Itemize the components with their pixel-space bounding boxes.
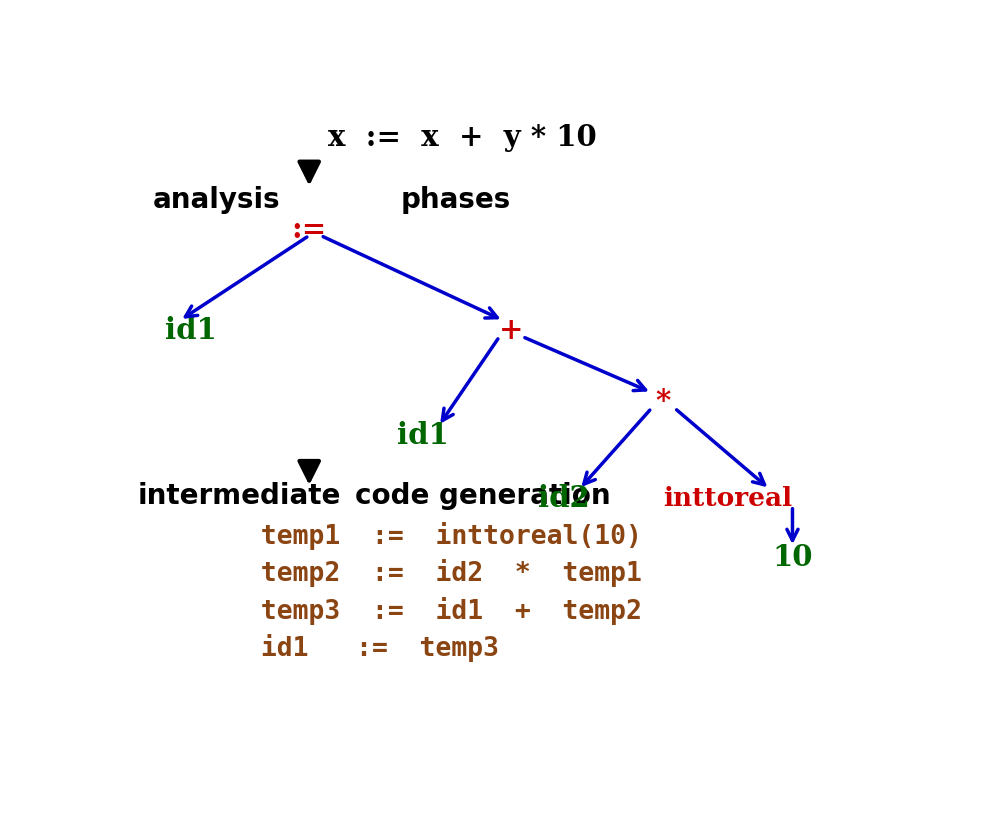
Text: code generation: code generation (355, 482, 611, 510)
Text: x  :=  x  +  y * 10: x := x + y * 10 (328, 123, 597, 152)
Text: phases: phases (401, 186, 511, 214)
Text: inttoreal: inttoreal (664, 486, 792, 511)
Text: 10: 10 (772, 543, 813, 572)
Text: analysis: analysis (153, 186, 281, 214)
Text: temp2  :=  id2  *  temp1: temp2 := id2 * temp1 (245, 559, 641, 588)
Text: temp1  :=  inttoreal(10): temp1 := inttoreal(10) (245, 522, 641, 550)
Text: :=: := (292, 215, 327, 243)
Text: +: + (499, 316, 523, 344)
Text: id1   :=  temp3: id1 := temp3 (245, 635, 499, 662)
Text: temp3  :=  id1  +  temp2: temp3 := id1 + temp2 (245, 597, 641, 624)
Text: *: * (655, 387, 671, 416)
Text: id1: id1 (165, 316, 216, 344)
Text: id2: id2 (538, 484, 590, 512)
Text: id1: id1 (398, 421, 449, 450)
Text: intermediate: intermediate (137, 482, 342, 510)
